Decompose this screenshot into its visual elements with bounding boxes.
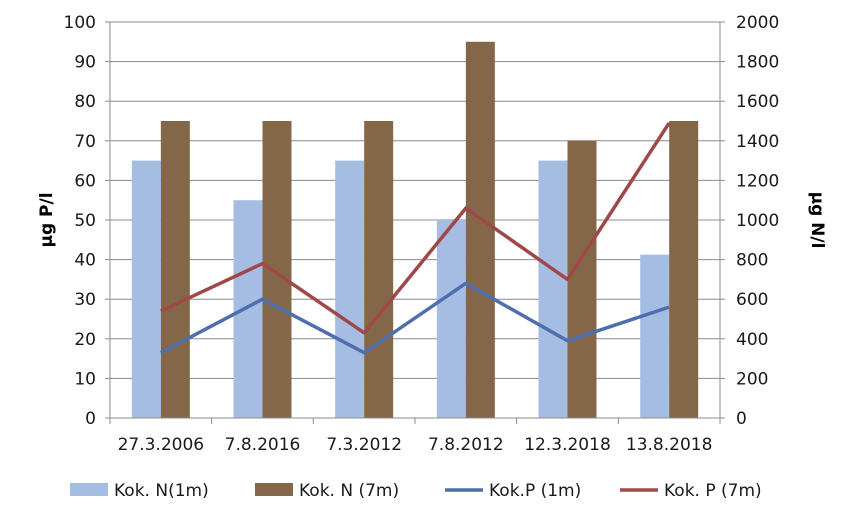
bars (131, 41, 699, 419)
bar (640, 254, 670, 418)
bar (669, 121, 699, 418)
legend-item: Kok. N(1m) (70, 481, 209, 501)
y-left-tick-label: 100 (64, 13, 96, 33)
y-right-tick-label: 1400 (736, 132, 779, 152)
y-left-tick-label: 20 (74, 330, 96, 350)
bar (262, 121, 292, 418)
y-right-axis-title: µg N/l (807, 192, 827, 249)
y-right-tick-label: 1800 (736, 53, 779, 73)
bar (364, 121, 394, 418)
legend-item: Kok. P (7m) (620, 481, 762, 501)
bar (465, 41, 495, 419)
bar (335, 160, 365, 418)
y-right-tick-label: 2000 (736, 13, 779, 33)
y-right-tick-label: 1600 (736, 92, 779, 112)
legend-swatch (70, 483, 108, 496)
bar (567, 140, 597, 419)
legend-item: Kok. N (7m) (255, 481, 399, 501)
y-left-tick-label: 50 (74, 211, 96, 231)
y-left-tick-label: 40 (74, 251, 96, 271)
axes: 0102030405060708090100020040060080010001… (64, 13, 780, 455)
legend-label: Kok. P (7m) (664, 481, 762, 501)
bar (131, 160, 161, 418)
series-line (160, 281, 670, 355)
y-left-tick-label: 70 (74, 132, 96, 152)
y-right-tick-label: 1200 (736, 171, 779, 191)
legend-label: Kok. N (7m) (299, 481, 399, 501)
legend-item: Kok.P (1m) (445, 481, 581, 501)
x-tick-label: 12.3.2018 (524, 435, 611, 455)
y-left-tick-label: 80 (74, 92, 96, 112)
bar (233, 200, 263, 418)
series-line (160, 122, 671, 335)
bar (538, 160, 568, 418)
bar (160, 121, 190, 418)
y-right-tick-label: 400 (736, 330, 768, 350)
lines (160, 122, 671, 355)
x-tick-label: 7.3.2012 (326, 435, 402, 455)
legend-label: Kok.P (1m) (489, 481, 581, 501)
y-left-tick-label: 0 (85, 409, 96, 429)
x-tick-label: 7.8.2016 (225, 435, 301, 455)
y-left-tick-label: 90 (74, 53, 96, 73)
y-left-tick-label: 60 (74, 171, 96, 191)
y-right-tick-label: 800 (736, 251, 768, 271)
bar (436, 220, 466, 418)
y-left-tick-label: 10 (74, 369, 96, 389)
x-tick-label: 7.8.2012 (428, 435, 504, 455)
legend: Kok. N(1m) Kok. N (7m) Kok.P (1m) Kok. P (7… (70, 481, 762, 501)
x-tick-label: 13.8.2018 (626, 435, 713, 455)
legend-label: Kok. N(1m) (114, 481, 209, 501)
y-right-tick-label: 1000 (736, 211, 779, 231)
y-right-tick-label: 200 (736, 369, 768, 389)
x-tick-label: 27.3.2006 (118, 435, 205, 455)
y-right-tick-label: 0 (736, 409, 747, 429)
gridlines (110, 21, 720, 419)
y-left-axis-title: µg P/l (37, 192, 57, 247)
legend-swatch (255, 483, 293, 496)
y-left-tick-label: 30 (74, 290, 96, 310)
y-right-tick-label: 600 (736, 290, 768, 310)
